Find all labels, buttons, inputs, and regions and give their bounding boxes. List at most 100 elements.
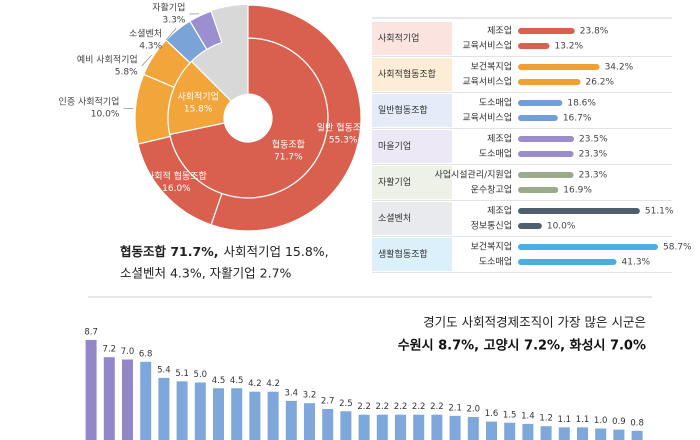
bar	[85, 339, 97, 440]
bar	[395, 414, 406, 440]
category-label: 보건복지업	[471, 62, 512, 73]
value-label: 16.7%	[563, 114, 592, 124]
bar	[486, 421, 497, 440]
value-label: 34.2%	[605, 63, 634, 73]
value-label: 2.7	[321, 396, 335, 406]
value-label: 23.3%	[579, 150, 608, 160]
bar	[140, 361, 152, 440]
group-label: 생활협동조합	[378, 248, 428, 260]
bar	[518, 223, 542, 229]
group-band	[372, 22, 452, 55]
bar	[413, 414, 425, 440]
ring-hole	[224, 94, 272, 142]
category-label: 도소매업	[479, 98, 512, 109]
category-label: 도소매업	[479, 149, 512, 160]
value-label: 26.2%	[585, 78, 614, 88]
bar	[518, 208, 640, 214]
segment-label: 예비 사회적기업	[77, 54, 138, 66]
bar	[176, 381, 188, 440]
bar	[431, 414, 443, 440]
value-label: 1.2	[539, 414, 553, 424]
value-label: 5.1	[175, 369, 189, 379]
value-label: 0.8	[630, 418, 644, 428]
bar	[558, 427, 570, 440]
chart-subtitle: 경기도 사회적경제조직이 가장 많은 시군은	[423, 315, 646, 330]
category-label: 도소매업	[479, 257, 512, 268]
value-label: 6.8	[139, 349, 153, 359]
bar	[213, 388, 224, 440]
value-label: 8.7	[84, 327, 98, 337]
value-label: 23.8%	[580, 27, 609, 37]
bar	[249, 391, 261, 440]
bar	[518, 43, 550, 49]
group-label: 마을기업	[378, 141, 411, 152]
segment-label: 협동조합	[272, 138, 305, 150]
value-label: 3.4	[285, 388, 299, 398]
value-label: 1.5	[503, 410, 517, 420]
value-label: 1.0	[594, 416, 608, 426]
value-label: 7.2	[103, 345, 117, 355]
group-band	[372, 238, 452, 271]
value-label: 58.7%	[663, 243, 692, 253]
value-label: 23.5%	[579, 135, 608, 145]
segment-label: 인증 사회적기업	[59, 96, 120, 108]
segment-label: 사회적기업	[177, 91, 218, 103]
segment-value: 5.8%	[115, 68, 138, 78]
group-label: 자활기업	[378, 176, 411, 188]
bar	[518, 136, 575, 142]
value-label: 4.5	[230, 376, 244, 386]
bar	[467, 417, 479, 440]
bar	[267, 391, 279, 440]
summary-line: 협동조합 71.7%, 사회적기업 15.8%,	[120, 244, 329, 259]
summary-text: 사회적기업 15.8%,	[223, 244, 328, 259]
charts: 협동조합 71.7% 사회적기업 15.8% 일반 협동조합 55.3% 사회적 협동조합 1…	[59, 2, 692, 440]
group-band	[372, 166, 452, 199]
bar	[322, 408, 334, 440]
value-label: 23.3%	[579, 171, 608, 181]
bar	[518, 28, 575, 34]
category-label: 교육서비스업	[462, 77, 512, 88]
bar	[449, 415, 461, 440]
bar	[518, 187, 559, 193]
sunburst-segment	[210, 4, 362, 232]
summary-text: 협동조합 71.7%,	[120, 244, 218, 259]
category-label: 운수창고업	[471, 185, 512, 196]
segment-label: 자활기업	[152, 2, 185, 14]
bar	[518, 79, 581, 85]
value-label: 1.1	[576, 415, 590, 425]
leader-line	[141, 54, 152, 67]
value-label: 2.2	[412, 402, 426, 412]
category-label: 제조업	[487, 206, 512, 217]
category-label: 제조업	[487, 26, 512, 37]
value-label: 5.4	[157, 365, 171, 375]
sunburst-segment	[189, 10, 223, 51]
bar	[613, 429, 625, 440]
segment-value: 55.3%	[329, 135, 358, 145]
value-label: 1.6	[485, 409, 499, 419]
bar	[194, 382, 206, 440]
value-label: 5.0	[194, 370, 208, 380]
value-label: 41.3%	[622, 258, 651, 268]
category-label: 교육서비스업	[462, 41, 512, 52]
bar	[518, 259, 617, 265]
bar	[631, 430, 643, 440]
segment-value: 4.3%	[139, 42, 162, 52]
category-label: 제조업	[487, 134, 512, 145]
bar	[158, 377, 170, 440]
bar	[504, 422, 516, 440]
segment-label: 사회적 협동조합	[146, 170, 207, 182]
category-label: 사업시설관리/지원업	[434, 170, 512, 181]
category-label: 정보통신업	[471, 221, 512, 232]
value-label: 51.1%	[645, 207, 674, 217]
group-label: 소셜벤처	[378, 212, 411, 224]
bar	[577, 427, 588, 440]
category-label: 교육서비스업	[462, 113, 512, 124]
value-label: 1.1	[558, 415, 572, 425]
value-label: 0.9	[612, 417, 626, 427]
group-band	[372, 58, 452, 91]
bar	[304, 403, 315, 440]
value-label: 2.2	[376, 402, 390, 412]
value-label: 4.2	[266, 379, 280, 389]
bar	[231, 388, 243, 440]
